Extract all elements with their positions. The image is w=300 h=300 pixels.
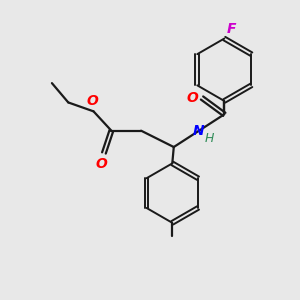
Text: N: N — [193, 124, 204, 138]
Text: O: O — [187, 91, 198, 105]
Text: O: O — [95, 157, 107, 170]
Text: O: O — [86, 94, 98, 108]
Text: F: F — [227, 22, 236, 36]
Text: H: H — [205, 132, 214, 145]
